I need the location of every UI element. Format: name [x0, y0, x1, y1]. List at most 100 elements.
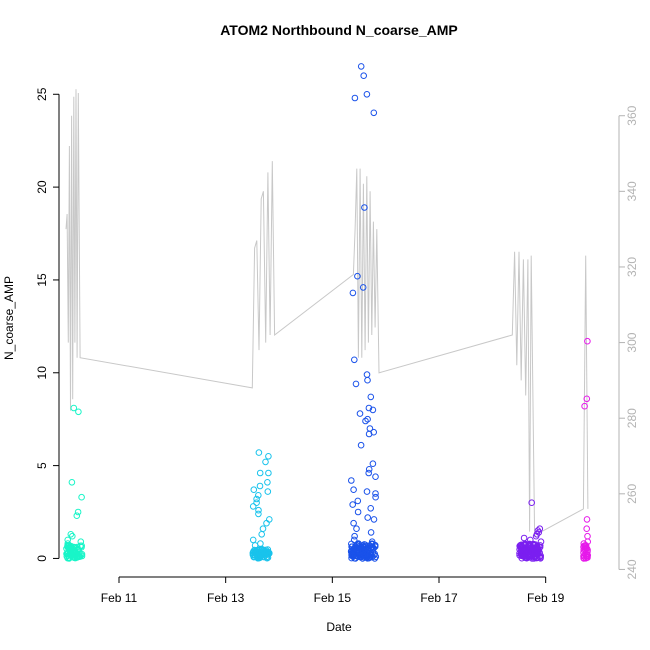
data-point: [258, 550, 265, 557]
data-point: [64, 542, 71, 549]
data-point: [265, 453, 272, 460]
data-point: [250, 486, 258, 494]
data-point: [69, 553, 77, 561]
data-point: [73, 512, 81, 520]
data-point: [74, 508, 82, 516]
data-point: [255, 449, 263, 456]
data-point: [355, 541, 363, 549]
data-point: [254, 552, 262, 559]
data-point: [583, 550, 590, 558]
y2-tick-label: 260: [625, 483, 639, 503]
data-point: [532, 547, 539, 555]
data-point: [357, 441, 365, 449]
data-point: [521, 542, 529, 549]
y2-tick-label: 320: [625, 257, 639, 277]
x-tick-label: Feb 15: [314, 591, 352, 605]
data-point: [527, 536, 534, 544]
data-point: [367, 505, 375, 512]
data-point: [365, 469, 373, 477]
y-tick-label: 20: [35, 180, 49, 194]
data-point: [359, 284, 367, 291]
data-point: [249, 503, 257, 510]
data-point: [357, 63, 365, 70]
y-tick-label: 10: [35, 366, 49, 380]
data-point: [350, 519, 357, 527]
data-point: [251, 542, 259, 549]
data-point: [520, 534, 528, 542]
data-point: [365, 466, 373, 473]
data-point: [525, 547, 532, 554]
data-point: [352, 380, 360, 388]
data-point: [583, 395, 591, 403]
data-point: [369, 460, 377, 468]
data-point: [265, 469, 272, 477]
data-point: [258, 552, 266, 560]
data-point: [581, 402, 588, 410]
data-point: [354, 508, 362, 516]
data-point: [351, 552, 359, 560]
data-point: [365, 552, 372, 560]
x-tick-label: Feb 11: [101, 591, 138, 605]
data-point: [537, 555, 544, 562]
data-point: [350, 536, 358, 544]
data-point: [583, 553, 591, 561]
data-point: [349, 501, 357, 508]
data-point: [69, 532, 76, 540]
data-point: [75, 408, 82, 416]
y2-tick-label: 240: [625, 559, 639, 579]
y-tick-label: 5: [35, 462, 49, 469]
data-point: [349, 543, 356, 551]
data-point: [351, 94, 359, 102]
data-point: [372, 473, 379, 481]
data-point: [526, 545, 533, 553]
y2-tick-label: 300: [625, 332, 639, 352]
data-point: [351, 356, 358, 364]
data-point: [360, 72, 368, 79]
data-point: [256, 482, 264, 490]
y-tick-label: 0: [35, 555, 49, 562]
data-point: [263, 519, 270, 527]
data-point: [351, 532, 358, 540]
y-axis-label: N_coarse_AMP: [2, 276, 16, 360]
data-point: [537, 538, 545, 546]
data-point: [68, 479, 76, 486]
data-point: [370, 109, 378, 117]
data-point: [363, 91, 371, 98]
data-point: [523, 554, 531, 562]
data-point: [532, 532, 540, 540]
data-point: [535, 546, 542, 553]
y-tick-label: 25: [35, 87, 49, 101]
data-point: [253, 495, 260, 503]
data-point: [365, 546, 372, 553]
x-axis-label: Date: [326, 620, 352, 634]
data-point: [256, 469, 264, 477]
data-point: [349, 546, 357, 553]
y2-tick-label: 360: [625, 105, 639, 125]
data-point: [364, 514, 372, 521]
data-point: [259, 551, 267, 559]
data-point: [356, 547, 363, 555]
data-point: [77, 538, 85, 546]
secondary-series-line: [65, 89, 589, 537]
data-point: [264, 488, 272, 495]
x-tick-label: Feb 17: [420, 591, 458, 605]
data-point: [78, 493, 85, 501]
data-point: [362, 417, 369, 425]
data-point: [367, 393, 375, 401]
data-point: [258, 531, 266, 538]
data-point: [361, 204, 368, 211]
data-point: [255, 506, 262, 514]
data-point: [369, 406, 377, 414]
secondary-line-layer: [65, 89, 589, 537]
data-point: [372, 493, 379, 501]
y2-tick-label: 280: [625, 408, 639, 428]
points-layer: [63, 63, 592, 562]
data-point: [363, 488, 371, 495]
data-point: [262, 458, 269, 466]
data-point: [76, 553, 83, 561]
data-point: [65, 555, 73, 562]
data-point: [356, 410, 364, 417]
data-point: [354, 497, 362, 505]
